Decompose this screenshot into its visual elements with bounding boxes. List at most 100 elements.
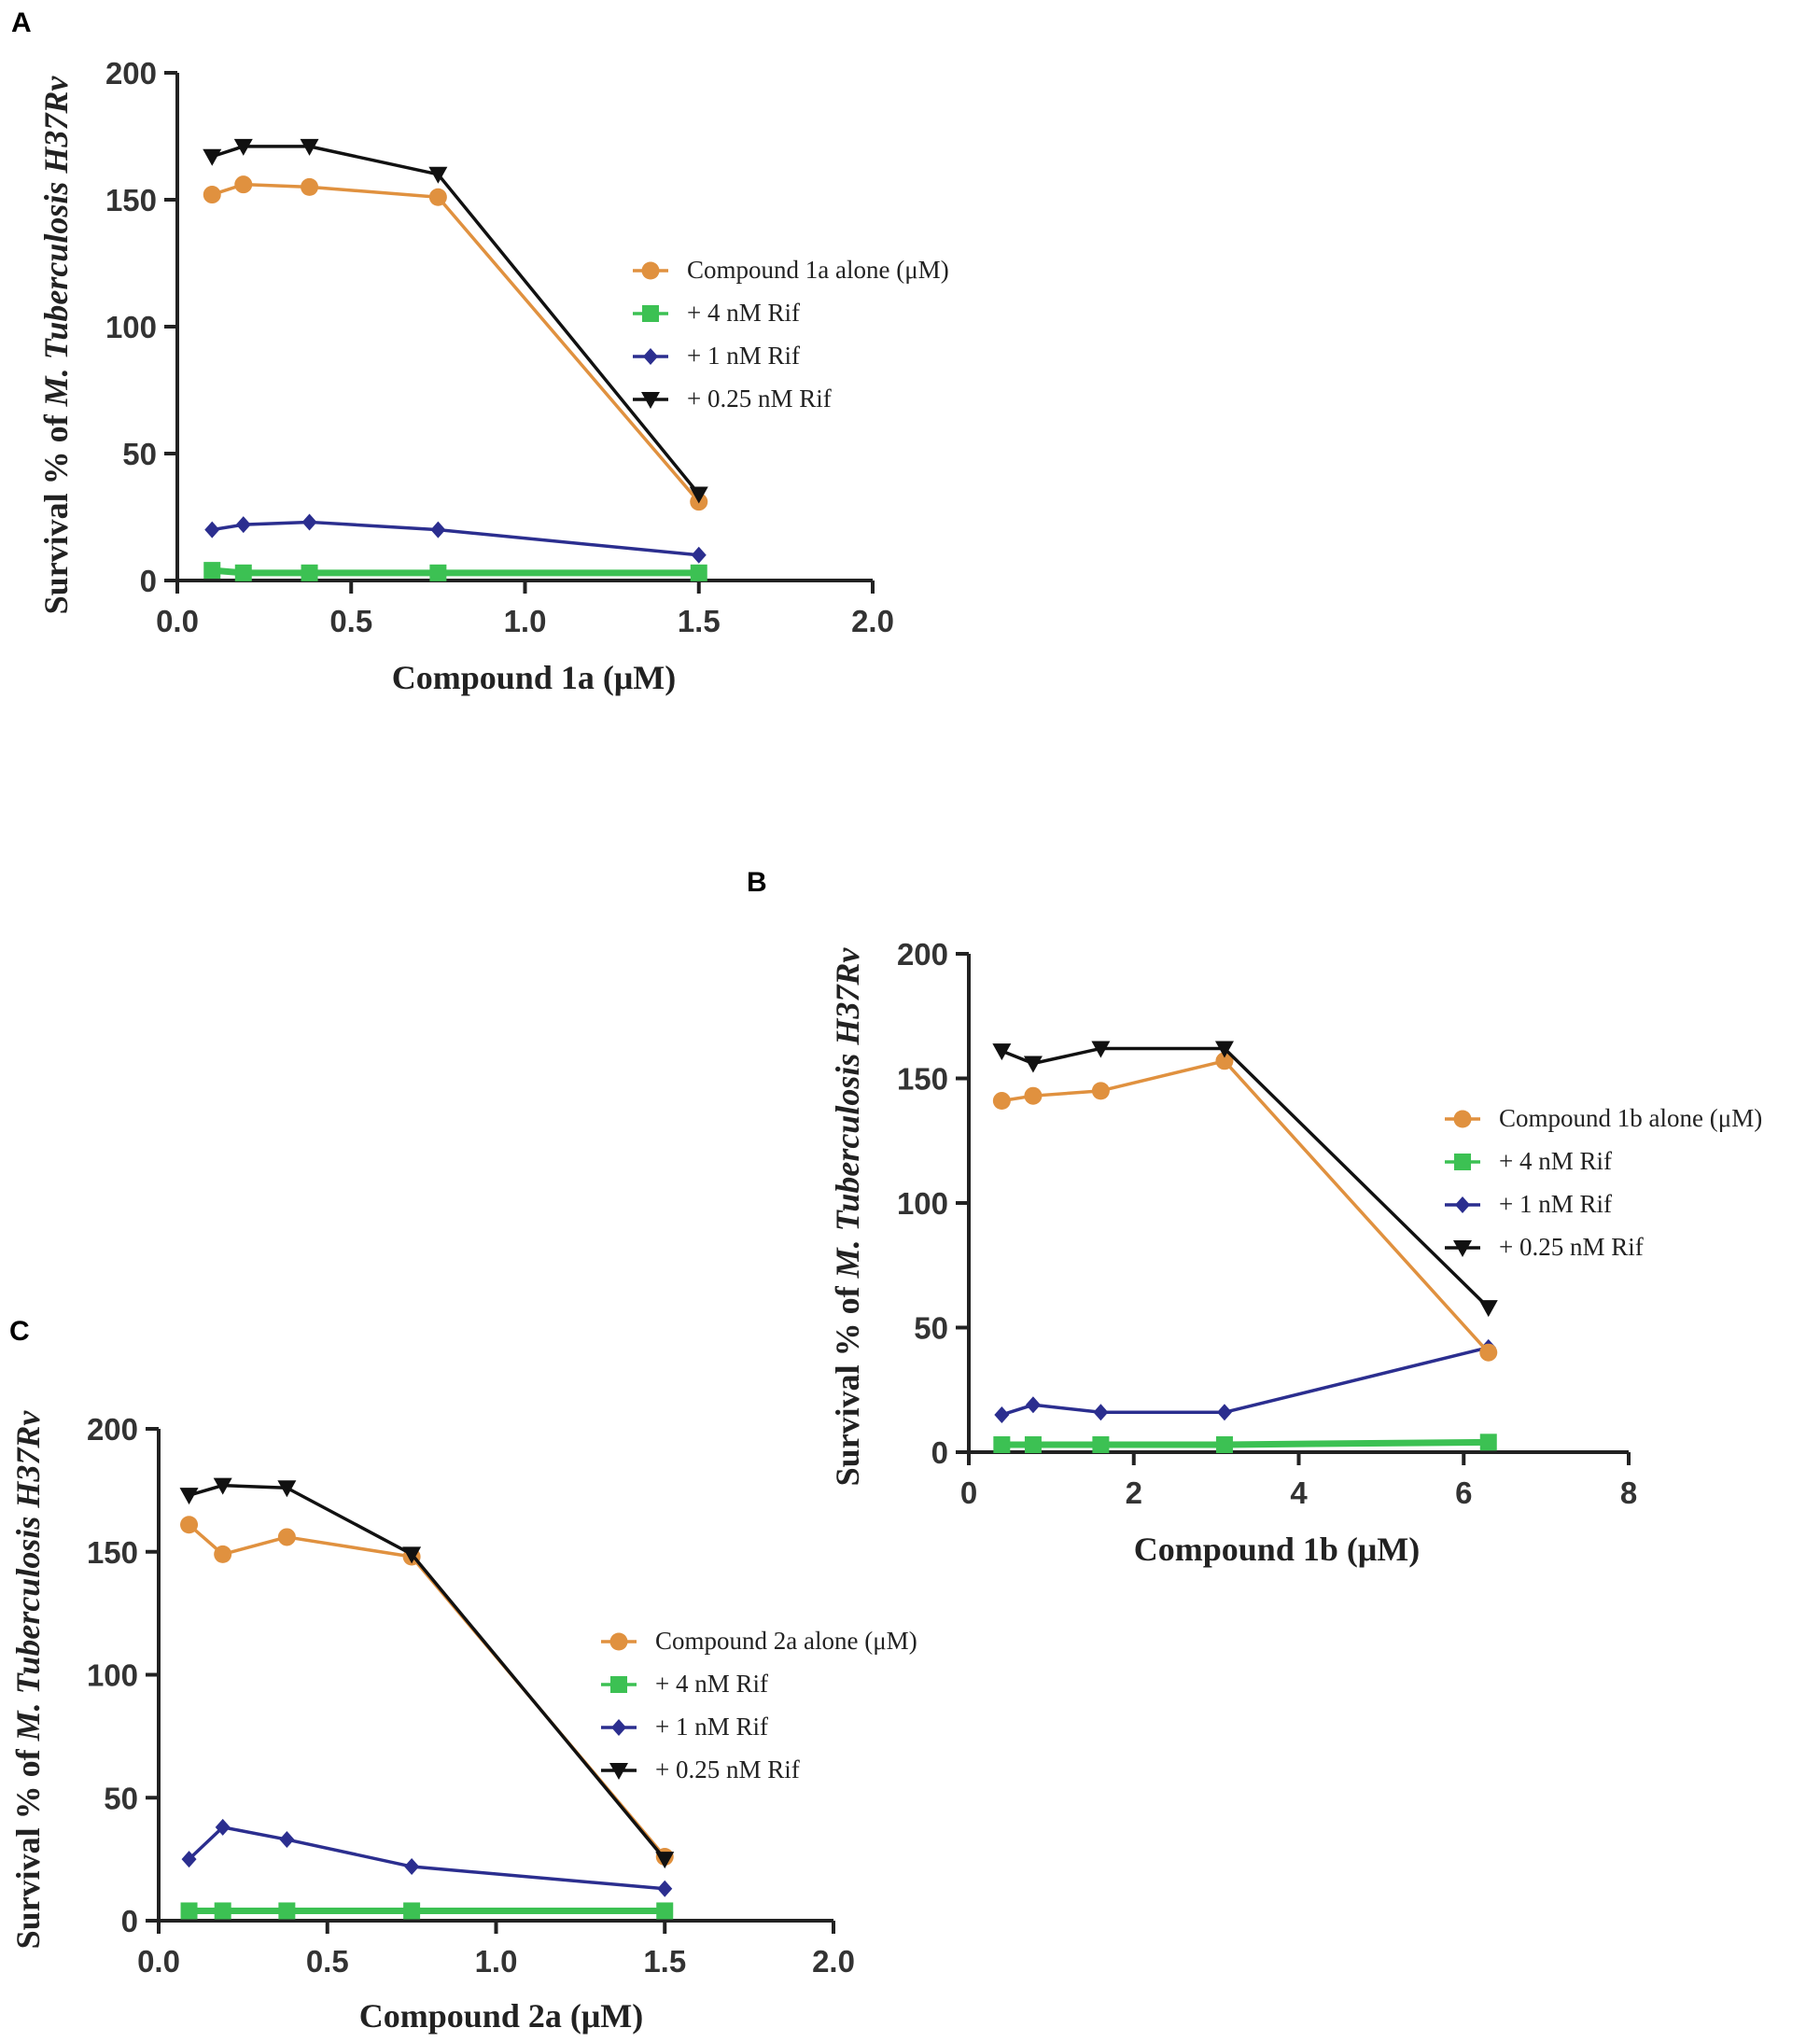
x-tick-label: 1.5 <box>643 1944 686 1979</box>
series-diamond <box>204 513 707 564</box>
y-axis-title-organism: M. Tuberculosis H37Rv <box>37 76 75 408</box>
y-axis-title: Survival % of M. Tuberculosis H37Rv <box>9 1410 47 1950</box>
data-point <box>180 1902 198 1920</box>
data-point <box>429 564 447 581</box>
series-diamond <box>994 1338 1496 1423</box>
legend-marker <box>643 348 658 365</box>
data-point <box>1024 1435 1042 1453</box>
data-point <box>279 1831 295 1849</box>
legend-item: + 0.25 nM Rif <box>633 385 832 413</box>
x-tick-label: 1.5 <box>678 604 721 638</box>
y-axis-title-prefix: Survival % of <box>37 406 75 614</box>
series-square <box>180 1902 674 1920</box>
legend-item: + 1 nM Rif <box>601 1713 768 1741</box>
data-point <box>994 1406 1010 1423</box>
x-axis-title: Compound 2a (μM) <box>359 1997 643 2035</box>
data-point <box>428 188 447 206</box>
data-point <box>691 546 707 564</box>
y-tick-label: 200 <box>87 1412 138 1447</box>
data-point <box>233 138 253 156</box>
data-point <box>1215 1052 1234 1070</box>
y-tick-label: 100 <box>87 1658 138 1693</box>
legend-item: + 0.25 nM Rif <box>1445 1233 1644 1261</box>
legend-label: + 0.25 nM Rif <box>655 1755 800 1783</box>
y-tick-label: 50 <box>122 437 157 471</box>
data-point <box>301 564 318 581</box>
y-axis-title-organism: M. Tuberculosis H37Rv <box>9 1410 47 1742</box>
data-point <box>428 166 448 184</box>
series-line <box>1001 1438 1489 1448</box>
data-point <box>404 1858 420 1876</box>
y-tick-label: 50 <box>104 1781 138 1815</box>
legend-item: + 4 nM Rif <box>601 1670 768 1698</box>
chart-panel-c: C 0 50 100 150 200 0.0 0.5 1.0 1.5 2.0 Compound 2a … <box>9 1316 917 2035</box>
legend-marker <box>1454 1154 1471 1170</box>
data-point <box>234 175 253 194</box>
data-point <box>689 486 708 504</box>
data-point <box>203 148 222 166</box>
legend-marker <box>641 392 660 409</box>
y-tick-label: 100 <box>897 1186 948 1221</box>
series-line <box>1001 1059 1491 1354</box>
series-square <box>993 1434 1497 1453</box>
x-tick-label: 2.0 <box>851 604 894 638</box>
series-line <box>211 182 701 503</box>
x-tick-label: 0 <box>960 1476 977 1510</box>
legend-marker <box>611 1719 626 1736</box>
data-point <box>1093 1404 1109 1421</box>
data-point <box>656 1902 674 1920</box>
data-point <box>301 513 317 531</box>
data-point <box>402 1546 422 1564</box>
data-point <box>1092 1435 1110 1453</box>
series-circle <box>992 1052 1498 1362</box>
legend: Compound 2a alone (μM) + 4 nM Rif + 1 nM R… <box>601 1627 917 1783</box>
legend-item: Compound 1b alone (μM) <box>1445 1104 1762 1132</box>
data-point <box>657 1880 673 1897</box>
series-triangle-down <box>992 1041 1498 1318</box>
data-point <box>179 1488 199 1505</box>
data-point <box>301 177 319 196</box>
x-tick-label: 1.0 <box>475 1944 518 1979</box>
x-axis-title: Compound 1b (μM) <box>1134 1531 1420 1568</box>
data-point <box>1091 1082 1110 1100</box>
x-tick-label: 6 <box>1455 1476 1472 1510</box>
chart-panel-b: B 0 50 100 150 200 0 2 4 6 8 Compound 1b (μM) Surviv… <box>747 867 1762 1568</box>
legend-item: + 1 nM Rif <box>633 342 800 370</box>
x-tick-label: 4 <box>1290 1476 1308 1510</box>
series-line <box>189 1483 666 1861</box>
data-point <box>277 1480 297 1498</box>
x-tick-label: 0.0 <box>137 1944 180 1979</box>
data-point <box>1479 1434 1497 1451</box>
data-point <box>690 564 707 581</box>
y-tick-label: 0 <box>931 1435 948 1470</box>
y-tick-label: 150 <box>87 1535 138 1570</box>
y-axis-title: Survival % of M. Tuberculosis H37Rv <box>37 76 75 615</box>
legend-label: Compound 2a alone (μM) <box>655 1627 917 1655</box>
legend: Compound 1a alone (μM) + 4 nM Rif + 1 nM R… <box>633 256 949 413</box>
series-diamond <box>181 1818 673 1897</box>
x-tick-label: 2.0 <box>812 1944 855 1979</box>
data-point <box>1215 1435 1233 1453</box>
data-point <box>215 1818 231 1836</box>
x-tick-label: 1.0 <box>504 604 547 638</box>
data-point <box>655 1852 675 1869</box>
data-point <box>1479 1343 1498 1362</box>
series-line <box>188 1825 665 1891</box>
legend-item: + 1 nM Rif <box>1445 1190 1612 1218</box>
legend-marker <box>610 1676 627 1693</box>
y-tick-label: 50 <box>914 1311 948 1346</box>
legend-label: + 4 nM Rif <box>655 1670 768 1698</box>
legend-label: + 4 nM Rif <box>687 299 800 327</box>
legend-label: + 1 nM Rif <box>1499 1190 1612 1218</box>
data-point <box>992 1092 1011 1111</box>
data-point <box>1091 1041 1111 1058</box>
x-axis-title: Compound 1a (μM) <box>392 659 676 696</box>
panel-letter: B <box>747 867 767 898</box>
legend-marker <box>1453 1110 1472 1128</box>
data-point <box>213 1477 232 1495</box>
x-tick-label: 0.5 <box>329 604 372 638</box>
legend-marker <box>641 261 660 280</box>
data-point <box>992 1043 1012 1061</box>
legend-label: Compound 1a alone (μM) <box>687 256 949 284</box>
legend-marker <box>609 1763 628 1780</box>
